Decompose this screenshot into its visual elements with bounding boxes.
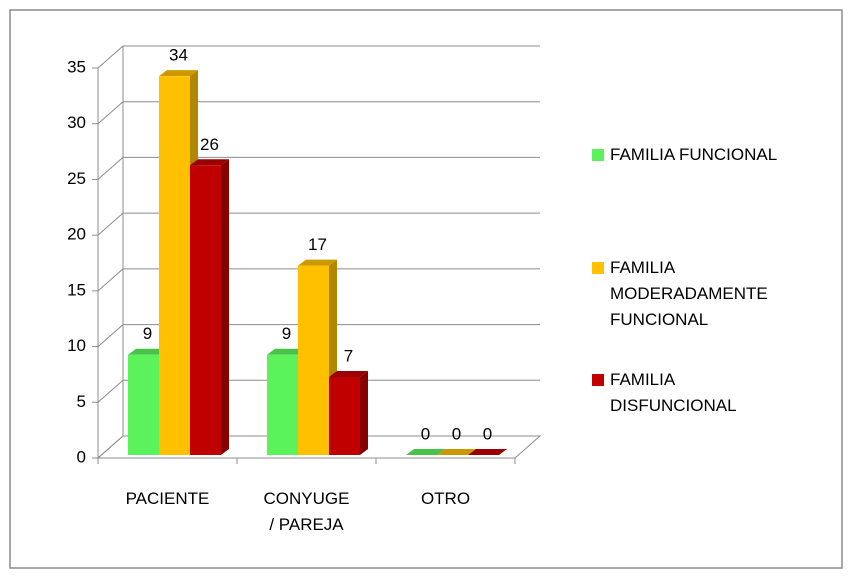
y-tick-label: 30 [67,113,86,132]
bar-top [128,348,167,355]
data-label: 26 [200,135,219,154]
x-tick-label: OTRO [420,489,471,508]
bar-top [190,159,229,166]
legend-label: FAMILIA DISFUNCIONAL [610,370,737,415]
chart-border [9,9,843,569]
data-label: 34 [169,46,188,65]
bar-top [406,449,445,455]
data-label: 0 [452,424,461,443]
grid-line [97,157,124,180]
legend-swatch [592,262,604,274]
bar-top [159,70,198,77]
data-label: 17 [308,235,327,254]
legend-swatch [592,149,604,161]
bar-top [267,348,306,355]
y-tick-label: 25 [67,169,86,188]
bar-top [329,371,368,377]
bar [190,165,221,456]
grid-line [97,379,124,403]
x-tick-label: PACIENTE [125,489,210,508]
bar-top [437,449,476,455]
legend-label: FAMILIA FUNCIONAL [610,145,778,164]
y-tick-label: 35 [67,57,86,76]
bar [267,354,298,455]
bar-top [468,449,507,455]
y-tick-label: 0 [77,447,86,466]
grid-line [97,324,124,347]
bar [159,76,190,456]
bar [128,354,159,455]
grid-line [97,435,124,459]
bar-top [298,259,337,266]
data-label: 9 [143,324,152,343]
bar [329,377,360,455]
data-label: 0 [421,424,430,443]
data-label: 7 [344,346,353,365]
data-label: 0 [483,424,492,443]
legend-label: FAMILIA MODERADAMENTE FUNCIONAL [610,258,768,329]
y-tick-label: 15 [67,280,86,299]
legend-swatch [592,374,604,386]
y-tick-label: 5 [77,392,86,411]
x-tick-label: CONYUGE / PAREJA [263,489,350,534]
bar-side [221,159,229,456]
grid-line [97,101,124,125]
grid-line [97,45,124,69]
y-tick-label: 20 [67,225,86,244]
grid-line [97,268,124,292]
y-tick-label: 10 [67,336,86,355]
bar [298,265,329,455]
bar-side [360,371,368,455]
data-label: 9 [282,324,291,343]
grid-line [97,212,124,236]
